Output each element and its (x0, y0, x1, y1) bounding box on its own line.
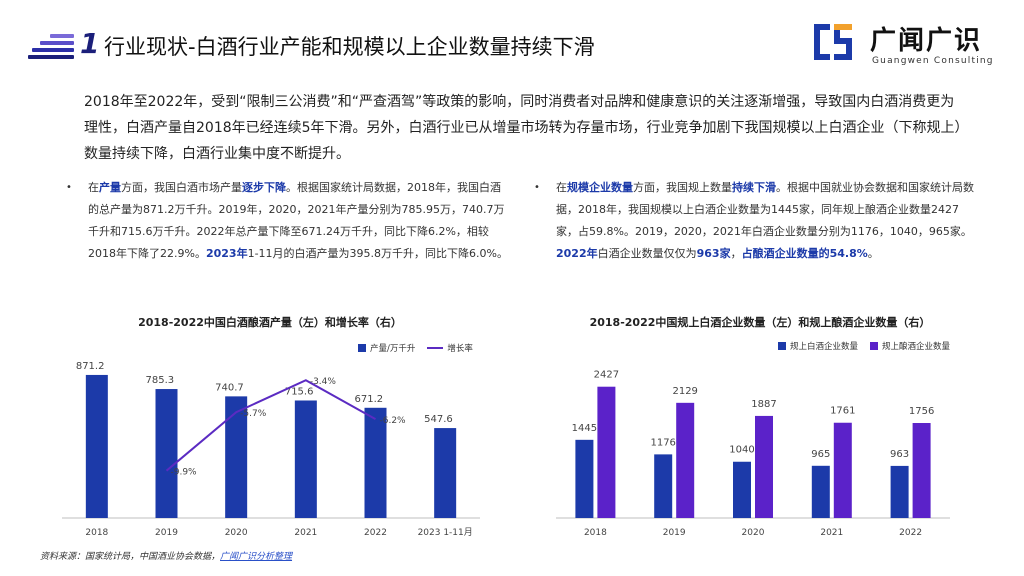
bullet-dot-icon: • (66, 182, 72, 193)
tick-label: 2021 (820, 528, 843, 538)
bar (811, 465, 830, 518)
bar (676, 402, 695, 518)
bar (912, 423, 931, 518)
bar (294, 400, 317, 518)
bullet-dot-icon: • (534, 182, 540, 193)
bullet-enterprises: • 在规模企业数量方面，我国规上数量持续下滑。根据中国就业协会数据和国家统计局数… (534, 177, 976, 265)
tick-label: 2023 1-11月 (418, 527, 473, 538)
source-prefix: 资料来源：国家统计局，中国酒业协会数据， (40, 552, 221, 562)
legend-label-series-1: 规上白酒企业数量 (790, 342, 859, 352)
tick-label: 2020 (742, 528, 765, 538)
legend-label-series-2: 规上酿酒企业数量 (882, 342, 951, 352)
bar (597, 386, 616, 518)
data-label: 1176 (650, 437, 675, 448)
chart-title: 2018-2022中国规上白酒企业数量（左）和规上酿酒企业数量（右） (589, 316, 931, 329)
bar (155, 389, 178, 518)
tick-label: 2022 (899, 528, 922, 538)
legend-swatch-bar (358, 344, 366, 352)
growth-label: -6.2% (380, 416, 407, 426)
bar (434, 428, 457, 518)
bar (755, 415, 773, 518)
chart-legend: 规上白酒企业数量 规上酿酒企业数量 (778, 340, 950, 352)
bullet-text-segment: 1-11月的白酒产量为395.8万千升，同比下降6.0%。 (247, 247, 508, 260)
legend-label-line: 增长率 (447, 344, 473, 354)
bar (654, 454, 673, 518)
data-label: 2427 (594, 370, 619, 381)
source-link[interactable]: 广闻广识分析整理 (220, 552, 293, 562)
chart-enterprises-svg: 1445 2427 2018 1176 2129 2019 1040 1887 2020 965 1… (556, 370, 950, 538)
growth-label: -9.9% (171, 468, 198, 478)
data-label: 785.3 (146, 375, 175, 386)
logo-mark-icon (814, 24, 852, 60)
data-label: 1445 (572, 423, 597, 434)
page-title: 行业现状-白酒行业产能和规模以上企业数量持续下滑 (104, 35, 595, 59)
highlight-text: 2023年 (205, 247, 248, 260)
growth-line (165, 379, 376, 472)
header-decoration (28, 34, 74, 64)
legend-swatch-series-2 (870, 342, 879, 350)
data-label: 1887 (751, 399, 776, 410)
highlight-text: 2022年 (556, 247, 598, 260)
tick-label: 2020 (225, 528, 248, 538)
legend-swatch-series-1 (778, 342, 786, 350)
data-label: 2129 (672, 386, 697, 397)
data-label: 1040 (729, 445, 754, 456)
logo-name-cn: 广闻广识 (870, 26, 983, 56)
bar (733, 461, 751, 518)
bullet-text-segment: 。根据国家统计局数据，2018年，我国白酒的总产量为871.2万千升。2019年… (88, 181, 505, 260)
data-label: 963 (890, 449, 909, 460)
chart-enterprises: 2018-2022中国规上白酒企业数量（左）和规上酿酒企业数量（右） 规上白酒企… (540, 310, 980, 548)
legend-swatch-line (427, 347, 444, 349)
bullet-text-segment: 白酒企业数量仅仅为 (597, 247, 697, 260)
data-label: 740.7 (215, 382, 244, 393)
data-label: 965 (811, 449, 830, 460)
intro-paragraph: 2018年至2022年，受到“限制三公消费”和“严查酒驾”等政策的影响，同时消费… (84, 94, 962, 162)
highlight-text: 产量 (99, 181, 121, 194)
bar (364, 407, 387, 518)
chart-legend: 产量/万千升 增长率 (358, 342, 473, 354)
company-logo: 广闻广识 Guangwen Consulting (808, 16, 1004, 72)
tick-label: 2018 (85, 528, 108, 538)
highlight-text: 逐步下降 (242, 181, 286, 194)
bar (890, 465, 909, 518)
data-label: 547.6 (424, 414, 453, 425)
bullet-text-segment: 在 (88, 181, 99, 194)
legend-label-bar: 产量/万千升 (370, 344, 416, 354)
highlight-text: 占酿酒企业数量的54.8% (741, 247, 868, 260)
tick-label: 2019 (663, 528, 686, 538)
bullet-production: • 在产量方面，我国白酒市场产量逐步下降。根据国家统计局数据，2018年，我国白… (66, 177, 508, 265)
tick-label: 2018 (584, 528, 607, 538)
tick-label: 2021 (294, 528, 317, 538)
chart-production-svg: 871.2 2018 785.3 2019 740.7 2020 715.6 2021 671.… (62, 361, 480, 538)
tick-label: 2019 (155, 528, 178, 538)
bullet-text-segment: ， (730, 247, 742, 260)
bullet-text: 在规模企业数量方面，我国规上数量持续下滑。根据中国就业协会数据和国家统计局数据，… (556, 177, 976, 265)
data-label: 715.6 (285, 386, 314, 397)
chart-production: 2018-2022中国白酒酿酒产量（左）和增长率（右） 产量/万千升 增长率 8… (40, 310, 500, 548)
highlight-text: 963家 (696, 247, 731, 260)
logo-name-en: Guangwen Consulting (872, 56, 994, 66)
source-note: 资料来源：国家统计局，中国酒业协会数据，广闻广识分析整理 (40, 549, 292, 562)
bullet-text: 在产量方面，我国白酒市场产量逐步下降。根据国家统计局数据，2018年，我国白酒的… (88, 177, 508, 265)
data-label: 871.2 (76, 361, 105, 372)
bar (85, 374, 108, 518)
highlight-text: 持续下滑 (732, 181, 776, 194)
bullet-text-segment: 方面，我国白酒市场产量 (121, 181, 242, 194)
growth-label: -3.4% (310, 377, 337, 387)
growth-label: -5.7% (240, 409, 267, 419)
bullet-text-segment: 。 (867, 247, 879, 260)
bar (225, 396, 248, 518)
data-label: 1756 (909, 406, 934, 417)
data-label: 671.2 (355, 394, 384, 405)
chart-title: 2018-2022中国白酒酿酒产量（左）和增长率（右） (138, 316, 402, 329)
bullet-text-segment: 方面，我国规上数量 (633, 181, 732, 194)
section-number: 1 (80, 27, 100, 60)
bullet-text-segment: 。根据中国就业协会数据和国家统计局数据，2018年，我国规模以上白酒企业数量为1… (556, 181, 974, 238)
data-label: 1761 (830, 406, 855, 417)
bar (833, 422, 852, 518)
tick-label: 2022 (364, 528, 387, 538)
bar (575, 439, 594, 518)
highlight-text: 规模企业数量 (567, 181, 633, 194)
bullet-text-segment: 在 (556, 181, 567, 194)
